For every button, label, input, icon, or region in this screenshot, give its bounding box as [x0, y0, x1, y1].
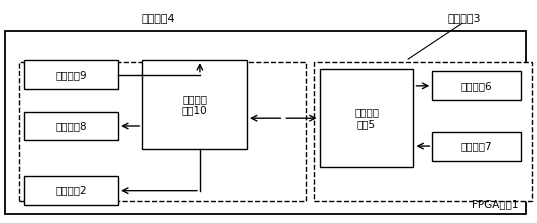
Bar [142, 60, 247, 149]
Text: 训练模块9: 训练模块9 [55, 70, 87, 80]
Bar [24, 60, 118, 89]
Text: 训练单元4: 训练单元4 [142, 13, 175, 23]
Text: 数据选择
模块10: 数据选择 模块10 [182, 94, 207, 116]
Text: 接收模块7: 接收模块7 [461, 141, 492, 151]
Text: FPGA芯片1: FPGA芯片1 [471, 200, 518, 210]
Bar [432, 71, 521, 100]
Bar [5, 31, 526, 214]
Text: 设计模块2: 设计模块2 [55, 186, 87, 196]
Bar [432, 132, 521, 161]
Bar [320, 69, 413, 167]
Text: 检测模块8: 检测模块8 [55, 121, 87, 131]
Bar [19, 62, 306, 201]
Bar [314, 62, 532, 201]
Text: 发送模块6: 发送模块6 [461, 81, 492, 91]
Text: 高速接口
模块5: 高速接口 模块5 [354, 107, 379, 129]
Text: 高速接口3: 高速接口3 [447, 13, 481, 23]
Bar [24, 112, 118, 140]
Bar [24, 176, 118, 205]
